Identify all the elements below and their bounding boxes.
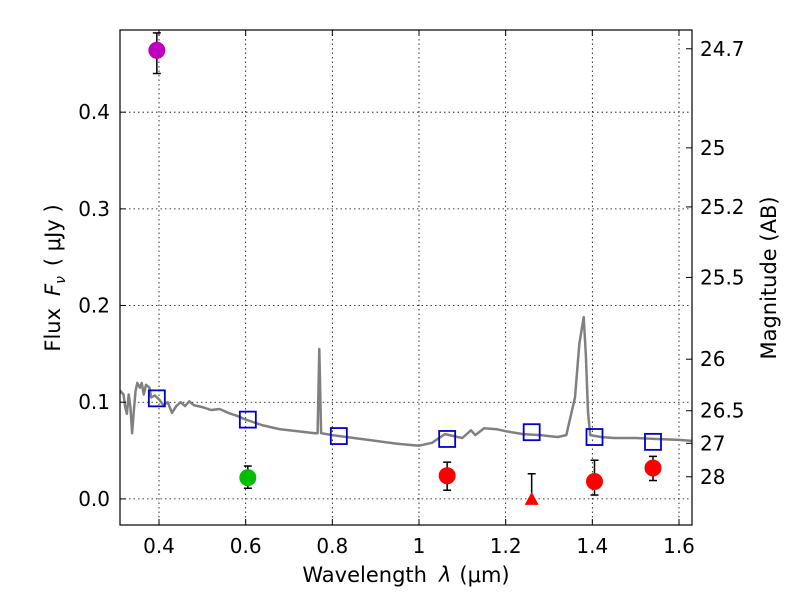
x-axis-label-var: λ bbox=[438, 563, 451, 587]
upper-limit-triangle bbox=[524, 491, 539, 505]
y2-tick-label: 25.2 bbox=[700, 195, 745, 219]
y-axis-label-text: Flux bbox=[41, 308, 65, 352]
x-axis-label-unit: (μm) bbox=[459, 563, 509, 587]
y2-tick-label: 26.5 bbox=[700, 399, 745, 423]
x-tick-label: 1.6 bbox=[663, 534, 695, 558]
y-axis-label-unit: ( μJy ) bbox=[41, 204, 65, 266]
x-tick-label: 1.2 bbox=[490, 534, 522, 558]
y-tick-label: 0.1 bbox=[78, 390, 110, 414]
y-tick-label: 0.4 bbox=[78, 100, 110, 124]
model-photometry-square bbox=[147, 389, 166, 408]
model-photometry-square bbox=[438, 430, 457, 448]
x-tick-label: 1 bbox=[413, 534, 426, 558]
y-tick-label: 0.3 bbox=[78, 197, 110, 221]
y2-tick-label: 27 bbox=[700, 431, 725, 455]
y2-tick-label: 25 bbox=[700, 136, 725, 160]
observed-flux-point bbox=[586, 472, 603, 490]
y-axis-label: Flux Fν ( μJy ) bbox=[41, 204, 69, 351]
observed-flux-point bbox=[644, 459, 662, 477]
x-tick-label: 0.4 bbox=[143, 534, 175, 558]
y2-tick-label: 26 bbox=[700, 347, 725, 371]
y2-axis-label: Magnitude (AB) bbox=[757, 196, 781, 359]
y-tick-label: 0.2 bbox=[78, 294, 110, 318]
spectrum-line bbox=[120, 315, 692, 447]
y2-tick-label: 28 bbox=[700, 465, 725, 489]
model-photometry-square bbox=[585, 428, 604, 446]
y2-tick-label: 25.5 bbox=[700, 265, 745, 289]
y-tick-label: 0.0 bbox=[78, 487, 110, 511]
x-axis-label-text: Wavelength bbox=[302, 563, 427, 587]
model-photometry-square bbox=[238, 410, 257, 429]
model-photometry-square bbox=[522, 423, 541, 442]
x-tick-label: 1.4 bbox=[576, 534, 608, 558]
x-tick-label: 0.8 bbox=[316, 534, 348, 558]
x-tick-label: 0.6 bbox=[230, 534, 262, 558]
observed-flux-point bbox=[239, 469, 257, 487]
y-axis-label-var: F bbox=[41, 283, 65, 296]
model-photometry-square bbox=[329, 427, 348, 445]
y2-tick-label: 24.7 bbox=[700, 37, 745, 61]
observed-flux-point bbox=[148, 41, 166, 59]
grid bbox=[120, 30, 692, 525]
observed-flux-point bbox=[438, 467, 456, 485]
y-axis-label-sub: ν bbox=[53, 276, 69, 284]
x-axis-label: Wavelength λ (μm) bbox=[302, 563, 509, 587]
ticks: 0.4 0.6 0.8 1 1.2 1.4 1.6 0.0 0.1 0.2 0.3 0.4 24.7 25… bbox=[78, 30, 745, 558]
plot-area bbox=[120, 32, 692, 505]
model-photometry-square bbox=[644, 432, 662, 451]
